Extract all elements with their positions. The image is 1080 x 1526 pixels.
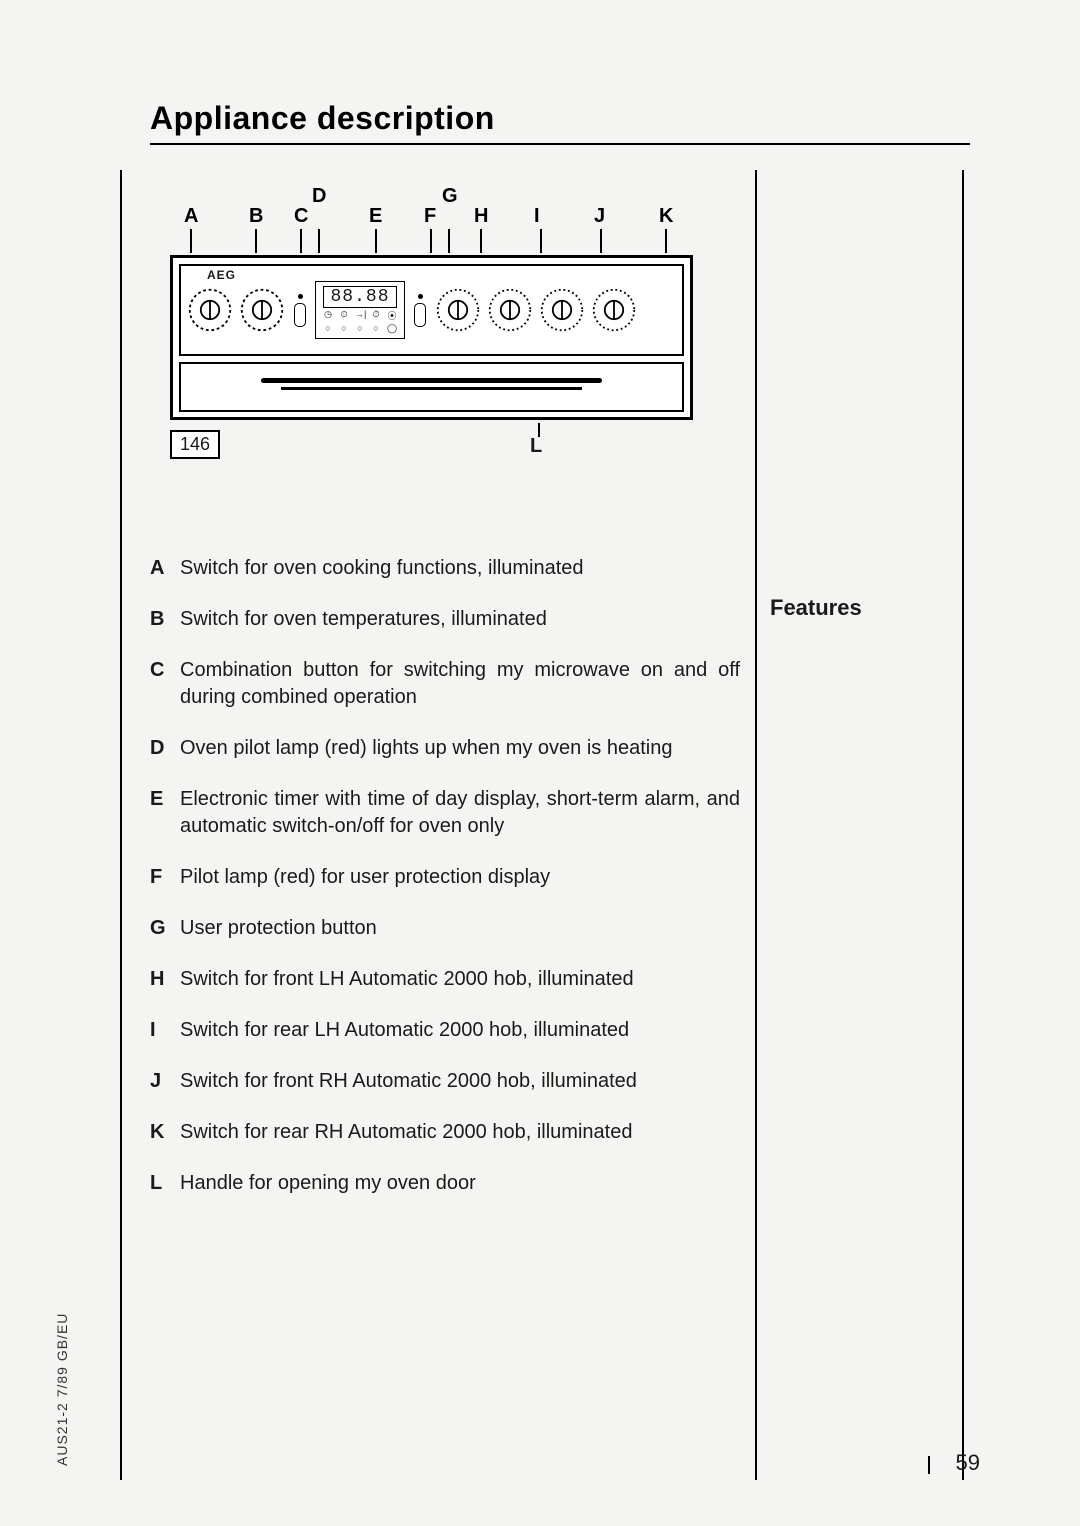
margin-heading-features: Features xyxy=(770,595,960,621)
feature-row-E: EElectronic timer with time of day displ… xyxy=(150,786,740,840)
callout-tick-H xyxy=(480,229,482,253)
callout-letter-C: C xyxy=(294,205,308,228)
callout-letter-D: D xyxy=(312,185,326,208)
callout-tick-I xyxy=(540,229,542,253)
document-code: AUS21-2 7/89 GB/EU xyxy=(54,1313,70,1466)
feature-key: L xyxy=(150,1170,180,1197)
feature-text: Switch for front RH Automatic 2000 hob, … xyxy=(180,1068,740,1095)
title-underline xyxy=(150,143,970,145)
callout-letter-E: E xyxy=(369,205,382,228)
feature-key: A xyxy=(150,555,180,582)
callout-letter-A: A xyxy=(184,205,198,228)
protection-pilot-lamp-icon xyxy=(418,294,423,299)
feature-row-J: JSwitch for front RH Automatic 2000 hob,… xyxy=(150,1068,740,1095)
feature-key: D xyxy=(150,735,180,762)
callout-letter-J: J xyxy=(594,205,605,228)
feature-key: J xyxy=(150,1068,180,1095)
feature-text: Pilot lamp (red) for user protection dis… xyxy=(180,864,740,891)
feature-definitions: ASwitch for oven cooking functions, illu… xyxy=(150,555,740,1197)
feature-text: Switch for rear RH Automatic 2000 hob, i… xyxy=(180,1119,740,1146)
knob-hob-rear-rh xyxy=(591,287,637,333)
feature-key: B xyxy=(150,606,180,633)
protection-button-icon xyxy=(414,303,426,327)
page-title: Appliance description xyxy=(150,100,740,137)
feature-key: G xyxy=(150,915,180,942)
knob-oven-temperature xyxy=(239,287,285,333)
feature-row-K: KSwitch for rear RH Automatic 2000 hob, … xyxy=(150,1119,740,1146)
callout-letter-G: G xyxy=(442,185,458,208)
main-column: Appliance description AEG xyxy=(150,100,740,1221)
feature-row-D: DOven pilot lamp (red) lights up when my… xyxy=(150,735,740,762)
callout-tick-B xyxy=(255,229,257,253)
combination-button-and-pilot xyxy=(293,294,307,327)
callout-letter-I: I xyxy=(534,205,540,228)
callout-letter-F: F xyxy=(424,205,436,228)
knob-hob-front-rh xyxy=(539,287,585,333)
model-number-box: 146 xyxy=(170,430,220,459)
feature-text: Combination button for switching my micr… xyxy=(180,657,740,711)
control-panel-diagram: AEG xyxy=(150,185,695,505)
column-rule-middle xyxy=(755,170,757,1480)
callout-tick-J xyxy=(600,229,602,253)
feature-text: Electronic timer with time of day displa… xyxy=(180,786,740,840)
feature-key: I xyxy=(150,1017,180,1044)
feature-key: C xyxy=(150,657,180,684)
control-panel-upper: 88.88 ◷⏲→|⏱⦿ ○○○○◯ xyxy=(179,264,684,356)
feature-text: Switch for rear LH Automatic 2000 hob, i… xyxy=(180,1017,740,1044)
callout-letter-H: H xyxy=(474,205,488,228)
callout-letter-K: K xyxy=(659,205,673,228)
margin-column: Features xyxy=(770,595,960,621)
callout-tick-C xyxy=(300,229,302,253)
callout-tick-A xyxy=(190,229,192,253)
feature-text: Handle for opening my oven door xyxy=(180,1170,740,1197)
feature-row-L: LHandle for opening my oven door xyxy=(150,1170,740,1197)
feature-text: Oven pilot lamp (red) lights up when my … xyxy=(180,735,740,762)
callout-tick-D xyxy=(318,229,320,253)
feature-row-H: HSwitch for front LH Automatic 2000 hob,… xyxy=(150,966,740,993)
page: Appliance description AEG xyxy=(0,0,1080,1526)
control-panel-lower xyxy=(179,362,684,412)
feature-key: H xyxy=(150,966,180,993)
knob-hob-rear-lh xyxy=(487,287,533,333)
feature-text: Switch for front LH Automatic 2000 hob, … xyxy=(180,966,740,993)
page-number-rule xyxy=(928,1456,940,1474)
page-number: 59 xyxy=(956,1450,980,1476)
feature-row-I: ISwitch for rear LH Automatic 2000 hob, … xyxy=(150,1017,740,1044)
feature-text: Switch for oven cooking functions, illum… xyxy=(180,555,740,582)
feature-row-F: FPilot lamp (red) for user protection di… xyxy=(150,864,740,891)
callout-tick-F xyxy=(430,229,432,253)
timer-display: 88.88 xyxy=(323,286,396,308)
combination-button-icon xyxy=(294,303,306,327)
oven-pilot-lamp-icon xyxy=(298,294,303,299)
feature-row-A: ASwitch for oven cooking functions, illu… xyxy=(150,555,740,582)
feature-text: Switch for oven temperatures, illuminate… xyxy=(180,606,740,633)
oven-door-handle-icon xyxy=(261,378,602,392)
column-rule-left xyxy=(120,170,122,1480)
column-rule-right xyxy=(962,170,964,1480)
feature-key: E xyxy=(150,786,180,813)
feature-text: User protection button xyxy=(180,915,740,942)
timer-mode-icons: ◷⏲→|⏱⦿ xyxy=(323,309,397,322)
callout-letter-B: B xyxy=(249,205,263,228)
knob-hob-front-lh xyxy=(435,287,481,333)
feature-row-G: GUser protection button xyxy=(150,915,740,942)
electronic-timer: 88.88 ◷⏲→|⏱⦿ ○○○○◯ xyxy=(315,281,405,339)
feature-row-B: BSwitch for oven temperatures, illuminat… xyxy=(150,606,740,633)
protection-button-and-pilot xyxy=(413,294,427,327)
feature-row-C: CCombination button for switching my mic… xyxy=(150,657,740,711)
knob-oven-functions xyxy=(187,287,233,333)
callout-letter-L: L xyxy=(530,435,542,458)
callout-tick-E xyxy=(375,229,377,253)
feature-key: F xyxy=(150,864,180,891)
callout-tick-K xyxy=(665,229,667,253)
timer-button-icons: ○○○○◯ xyxy=(323,323,397,334)
control-panel-outline: AEG xyxy=(170,255,693,420)
feature-key: K xyxy=(150,1119,180,1146)
callout-tick-G xyxy=(448,229,450,253)
